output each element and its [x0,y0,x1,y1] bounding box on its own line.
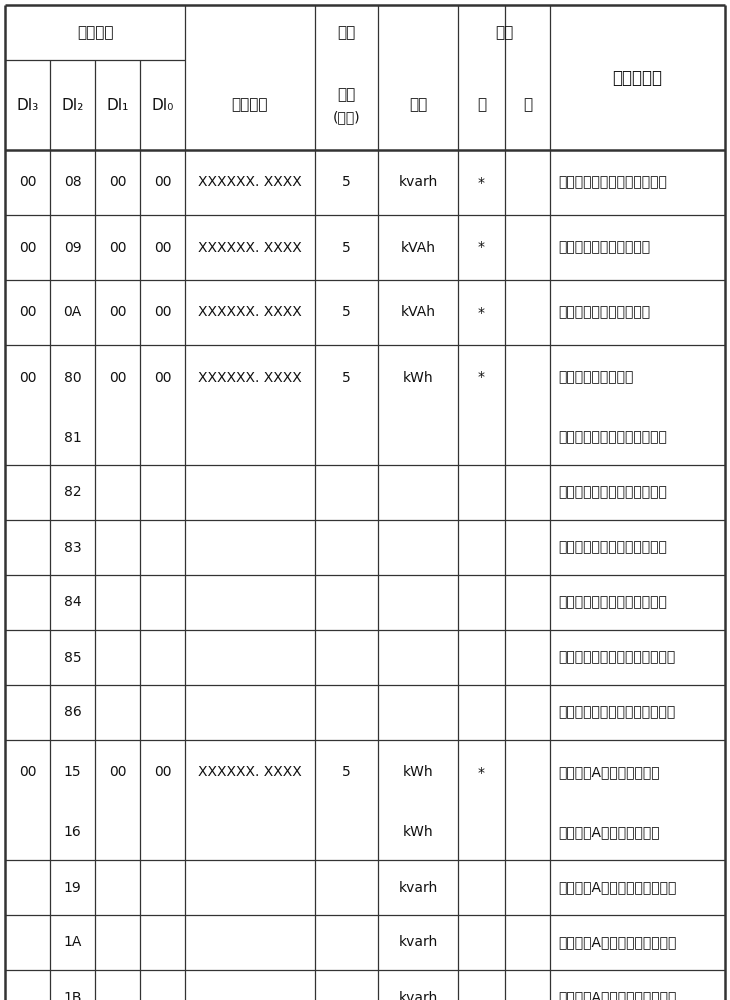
Text: 00: 00 [19,240,36,254]
Text: 16: 16 [64,826,81,840]
Text: *: * [478,766,485,780]
Text: DI₃: DI₃ [16,98,39,112]
Text: 5: 5 [342,240,351,254]
Text: 数据格式: 数据格式 [231,98,268,112]
Text: 单位: 单位 [409,98,427,112]
Text: （当前）反向有功基波总电能: （当前）反向有功基波总电能 [558,486,667,499]
Text: 5: 5 [342,176,351,190]
Text: 15: 15 [64,766,81,780]
Text: kvarh: kvarh [399,936,437,950]
Text: *: * [478,306,485,320]
Text: 5: 5 [342,766,351,780]
Text: （当前）第四象限无功总电能: （当前）第四象限无功总电能 [558,176,667,190]
Text: （当前）关联总电能: （当前）关联总电能 [558,370,634,384]
Text: （当前）铜损有功总电能补偿量: （当前）铜损有功总电能补偿量 [558,650,675,664]
Text: 长度: 长度 [337,88,356,103]
Text: 写: 写 [523,98,532,112]
Text: 数据项名称: 数据项名称 [612,68,663,87]
Text: （当前）铁损有功总电能补偿量: （当前）铁损有功总电能补偿量 [558,706,675,720]
Text: 00: 00 [109,306,126,320]
Text: （当前）正向视在总电能: （当前）正向视在总电能 [558,240,650,254]
Text: 00: 00 [19,370,36,384]
Text: DI₀: DI₀ [151,98,174,112]
Text: 00: 00 [109,240,126,254]
Text: *: * [478,240,485,254]
Text: XXXXXX. XXXX: XXXXXX. XXXX [198,766,302,780]
Text: 85: 85 [64,650,81,664]
Text: (字节): (字节) [333,110,361,124]
Text: （当前）A相第二象限无功电能: （当前）A相第二象限无功电能 [558,936,677,950]
Text: XXXXXX. XXXX: XXXXXX. XXXX [198,176,302,190]
Text: 00: 00 [154,306,172,320]
Text: XXXXXX. XXXX: XXXXXX. XXXX [198,370,302,384]
Text: 数据标识: 数据标识 [77,25,113,40]
Text: （当前）正向有功谐波总电能: （当前）正向有功谐波总电能 [558,540,667,554]
Text: 08: 08 [64,176,81,190]
Text: XXXXXX. XXXX: XXXXXX. XXXX [198,240,302,254]
Text: （当前）A相反向有功电能: （当前）A相反向有功电能 [558,826,660,840]
Text: 00: 00 [154,176,172,190]
Text: 5: 5 [342,306,351,320]
Text: 09: 09 [64,240,81,254]
Text: （当前）A相第三象限无功电能: （当前）A相第三象限无功电能 [558,990,677,1000]
Text: 00: 00 [109,766,126,780]
Text: 1B: 1B [64,990,82,1000]
Text: 83: 83 [64,540,81,554]
Text: 80: 80 [64,370,81,384]
Text: *: * [478,176,485,190]
Text: 00: 00 [19,766,36,780]
Text: 82: 82 [64,486,81,499]
Text: kWh: kWh [403,766,434,780]
Text: （当前）A相正向有功电能: （当前）A相正向有功电能 [558,766,660,780]
Text: 00: 00 [154,240,172,254]
Text: kVAh: kVAh [401,240,436,254]
Text: kvarh: kvarh [399,176,437,190]
Text: 00: 00 [109,370,126,384]
Text: *: * [478,370,485,384]
Text: 00: 00 [109,176,126,190]
Text: （当前）反向视在总电能: （当前）反向视在总电能 [558,306,650,320]
Text: DI₂: DI₂ [61,98,84,112]
Text: kWh: kWh [403,826,434,840]
Text: kWh: kWh [403,370,434,384]
Text: 5: 5 [342,370,351,384]
Text: 读: 读 [477,98,486,112]
Text: 19: 19 [64,880,81,894]
Text: 数据: 数据 [337,25,356,40]
Text: （当前）反向有功谐波总电能: （当前）反向有功谐波总电能 [558,595,667,609]
Text: 00: 00 [19,176,36,190]
Text: 00: 00 [154,766,172,780]
Text: 1A: 1A [64,936,82,950]
Text: 86: 86 [64,706,81,720]
Text: kvarh: kvarh [399,990,437,1000]
Text: 0A: 0A [64,306,82,320]
Text: 81: 81 [64,430,81,444]
Text: （当前）A相第一象限无功电能: （当前）A相第一象限无功电能 [558,880,677,894]
Text: 功能: 功能 [495,25,513,40]
Text: XXXXXX. XXXX: XXXXXX. XXXX [198,306,302,320]
Text: DI₁: DI₁ [107,98,128,112]
Text: 00: 00 [19,306,36,320]
Text: 00: 00 [154,370,172,384]
Text: kvarh: kvarh [399,880,437,894]
Text: （当前）正向有功基波总电能: （当前）正向有功基波总电能 [558,430,667,444]
Text: 84: 84 [64,595,81,609]
Text: kVAh: kVAh [401,306,436,320]
